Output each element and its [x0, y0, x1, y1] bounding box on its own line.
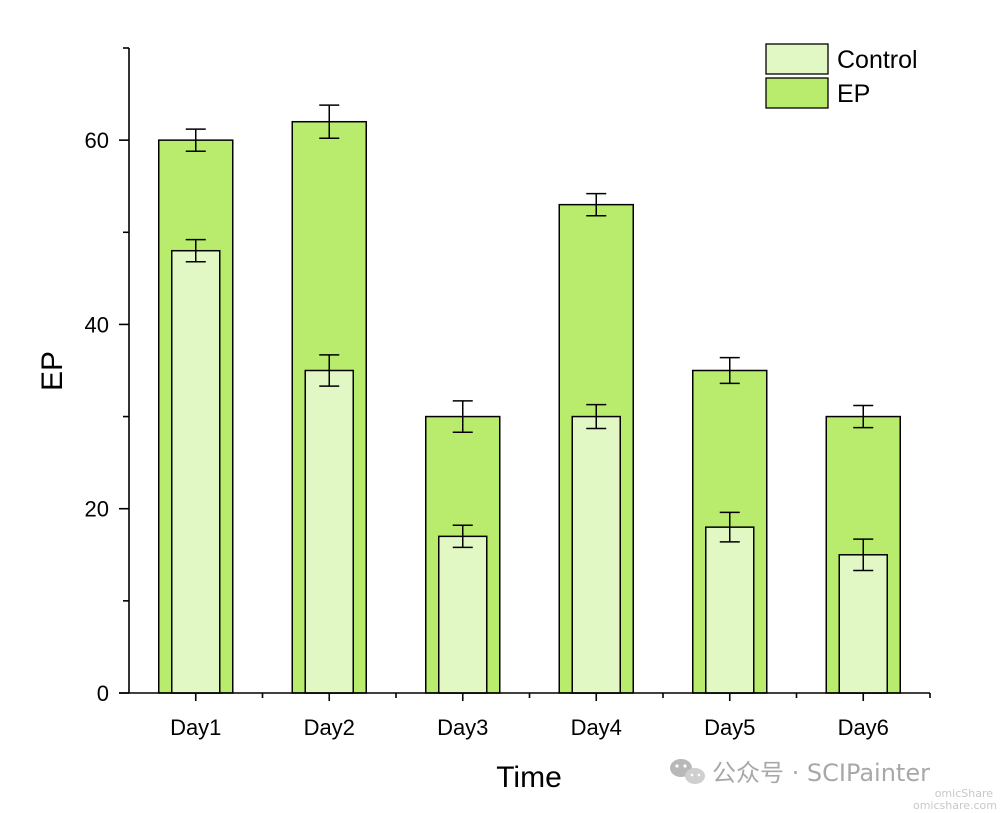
- watermark-text: 公众号 · SCIPainter: [712, 759, 930, 787]
- wechat-icon: [670, 759, 705, 784]
- x-tick-label-day5: Day5: [704, 715, 755, 740]
- legend-label-control: Control: [837, 46, 918, 74]
- bar-chart: Time EP 0204060Day1 Day2 Day3 Day4 Day5 Day6 …: [0, 0, 1000, 813]
- y-tick-label-60: 60: [85, 128, 109, 153]
- bar-control-day2: [305, 371, 353, 694]
- watermark: 公众号 · SCIPainter omicShare omicshare.com: [670, 759, 997, 812]
- y-axis-title: EP: [36, 351, 69, 391]
- x-tick-label-day2: Day2: [304, 715, 355, 740]
- y-tick-label-20: 20: [85, 497, 109, 522]
- legend-label-ep: EP: [837, 80, 870, 108]
- y-tick-label-40: 40: [85, 312, 109, 337]
- x-tick-label-day1: Day1: [170, 715, 221, 740]
- watermark-site-line2: omicshare.com: [913, 799, 997, 812]
- bar-control-day1: [172, 251, 220, 693]
- x-tick-label-day6: Day6: [838, 715, 889, 740]
- x-axis-title: Time: [496, 761, 562, 794]
- x-tick-label-day3: Day3: [437, 715, 488, 740]
- x-tick-label-day4: Day4: [571, 715, 622, 740]
- y-tick-label-0: 0: [97, 681, 109, 706]
- legend: Control EP: [766, 44, 918, 108]
- bars-layer: [159, 105, 901, 693]
- legend-swatch-ep: [766, 78, 828, 108]
- bar-control-day5: [706, 527, 754, 693]
- bar-control-day6: [839, 555, 887, 693]
- bar-control-day3: [439, 536, 487, 693]
- legend-swatch-control: [766, 44, 828, 74]
- bar-control-day4: [572, 417, 620, 693]
- chart-root: Time EP 0 20 40 60 Day1 Day2 Day3 Day4 Day5 Day6 …: [0, 0, 1000, 813]
